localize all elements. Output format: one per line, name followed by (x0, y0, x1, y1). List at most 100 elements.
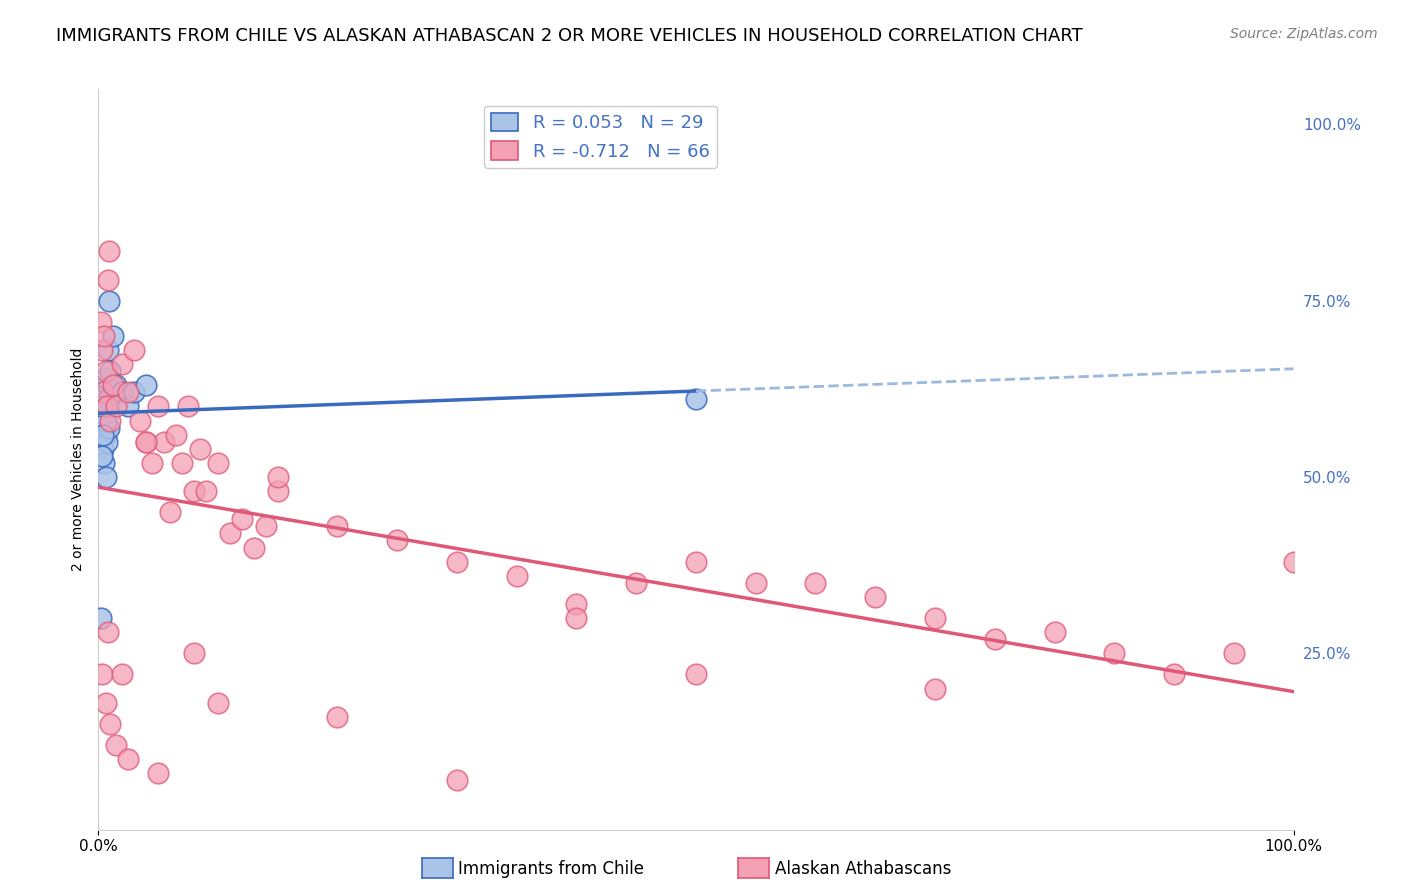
Point (98, 244, 121, 259)
Point (565, 611, 588, 625)
Point (745, 575, 768, 590)
Point (98, 420, 121, 434)
Point (124, 343, 146, 357)
Point (96, 434, 118, 449)
Point (101, 329, 124, 343)
Point (159, 505, 181, 519)
Point (101, 378, 124, 392)
Point (91, 343, 114, 357)
Point (141, 456, 163, 470)
Point (91, 427, 114, 442)
Point (105, 738, 128, 752)
Point (195, 484, 218, 499)
Point (207, 456, 229, 470)
Point (446, 555, 468, 569)
Point (1282, 555, 1305, 569)
Point (94, 371, 117, 385)
Point (685, 392, 707, 407)
Point (1223, 646, 1246, 660)
Point (111, 357, 134, 371)
Point (183, 646, 205, 660)
Point (172, 456, 194, 470)
Point (1104, 646, 1126, 660)
Point (685, 667, 707, 681)
Point (565, 597, 588, 611)
Text: IMMIGRANTS FROM CHILE VS ALASKAN ATHABASCAN 2 OR MORE VEHICLES IN HOUSEHOLD CORR: IMMIGRANTS FROM CHILE VS ALASKAN ATHABAS… (56, 27, 1083, 45)
Point (117, 385, 139, 400)
Point (97, 343, 120, 357)
Point (1043, 625, 1066, 640)
Text: Alaskan Athabascans: Alaskan Athabascans (775, 860, 950, 878)
Point (91, 442, 114, 456)
Point (135, 434, 157, 449)
Legend: R = 0.053   N = 29, R = -0.712   N = 66: R = 0.053 N = 29, R = -0.712 N = 66 (484, 105, 717, 168)
Point (91, 385, 114, 400)
Point (267, 484, 290, 499)
Point (626, 575, 648, 590)
Point (91, 385, 114, 400)
Point (446, 773, 468, 788)
Point (94, 470, 117, 484)
Point (124, 385, 146, 400)
Point (117, 752, 139, 766)
Point (177, 400, 200, 414)
Point (231, 512, 253, 526)
Point (865, 590, 887, 604)
Point (93, 329, 115, 343)
Point (93, 407, 115, 421)
Point (984, 632, 1007, 647)
Point (924, 611, 946, 625)
Point (326, 519, 349, 533)
Point (94, 427, 117, 442)
Point (90, 315, 112, 329)
Point (1163, 667, 1185, 681)
Text: Immigrants from Chile: Immigrants from Chile (458, 860, 644, 878)
Point (117, 400, 139, 414)
Point (97, 625, 120, 640)
Point (165, 427, 187, 442)
Point (90, 611, 112, 625)
Point (135, 378, 157, 392)
Point (96, 400, 118, 414)
Point (96, 400, 118, 414)
Point (267, 470, 290, 484)
Point (506, 568, 529, 582)
Point (148, 766, 170, 780)
Point (98, 716, 122, 731)
Point (153, 434, 176, 449)
Point (188, 442, 211, 456)
Point (98, 364, 122, 378)
Point (91, 414, 114, 428)
Point (94, 414, 117, 428)
Point (243, 541, 266, 555)
Point (111, 667, 134, 681)
Point (97, 392, 120, 407)
Y-axis label: 2 or more Vehicles in Household: 2 or more Vehicles in Household (70, 348, 84, 571)
Text: Source: ZipAtlas.com: Source: ZipAtlas.com (1230, 27, 1378, 41)
Point (105, 400, 128, 414)
Point (326, 710, 349, 724)
Point (129, 414, 152, 428)
Point (135, 434, 157, 449)
Point (91, 449, 114, 463)
Point (183, 484, 205, 499)
Point (105, 378, 128, 392)
Point (385, 533, 409, 548)
Point (685, 555, 707, 569)
Point (98, 293, 121, 308)
Point (98, 414, 122, 428)
Point (254, 519, 277, 533)
Point (97, 272, 120, 286)
Point (219, 526, 242, 541)
Point (111, 385, 134, 400)
Point (924, 681, 946, 696)
Point (91, 667, 114, 681)
Point (91, 400, 114, 414)
Point (804, 575, 827, 590)
Point (207, 696, 229, 710)
Point (148, 400, 170, 414)
Point (94, 364, 117, 378)
Point (93, 456, 115, 470)
Point (97, 378, 120, 392)
Point (94, 696, 117, 710)
